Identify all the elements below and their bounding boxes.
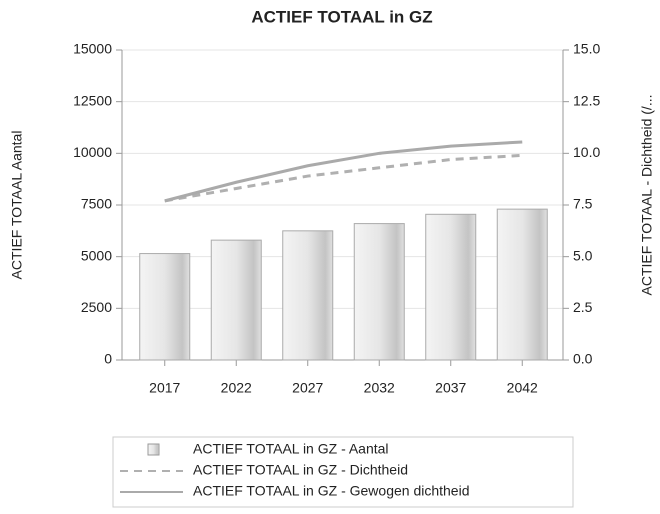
y2-tick-label: 7.5 xyxy=(573,196,593,212)
legend-label: ACTIEF TOTAAL in GZ - Dichtheid xyxy=(193,462,408,478)
x-tick-label: 2027 xyxy=(292,380,323,396)
y2-tick-label: 10.0 xyxy=(573,144,600,160)
y-tick-label: 12500 xyxy=(73,92,112,108)
y-tick-label: 5000 xyxy=(81,247,112,263)
line xyxy=(164,140,523,203)
bar xyxy=(210,239,262,361)
y2-tick-label: 15.0 xyxy=(573,41,600,57)
x-tick-label: 2032 xyxy=(364,380,395,396)
x-tick-label: 2042 xyxy=(507,380,538,396)
y-tick-label: 0 xyxy=(104,351,112,367)
x-tick-label: 2022 xyxy=(221,380,252,396)
line xyxy=(164,153,523,203)
bar xyxy=(282,230,334,361)
y-tick-label: 7500 xyxy=(81,196,112,212)
legend xyxy=(112,436,574,508)
legend-label: ACTIEF TOTAAL in GZ - Gewogen dichtheid xyxy=(193,483,469,499)
y2-tick-label: 12.5 xyxy=(573,92,600,108)
y2-tick-label: 2.5 xyxy=(573,299,593,315)
y-tick-label: 10000 xyxy=(73,144,112,160)
y-tick-label: 2500 xyxy=(81,299,112,315)
y-tick-label: 15000 xyxy=(73,41,112,57)
bar xyxy=(353,223,405,361)
chart-title: ACTIEF TOTAAL in GZ xyxy=(251,7,432,26)
bar xyxy=(496,208,548,361)
x-tick-label: 2037 xyxy=(435,380,466,396)
bar xyxy=(139,253,191,361)
legend-swatch xyxy=(147,443,160,456)
y2-tick-label: 0.0 xyxy=(573,351,593,367)
legend-label: ACTIEF TOTAAL in GZ - Aantal xyxy=(193,441,389,457)
y2-axis-label: ACTIEF TOTAAL - Dichtheid (/... xyxy=(639,95,655,296)
bar xyxy=(425,213,477,361)
y-axis-label: ACTIEF TOTAAL Aantal xyxy=(9,131,25,280)
x-tick-label: 2017 xyxy=(149,380,180,396)
y2-tick-label: 5.0 xyxy=(573,247,593,263)
